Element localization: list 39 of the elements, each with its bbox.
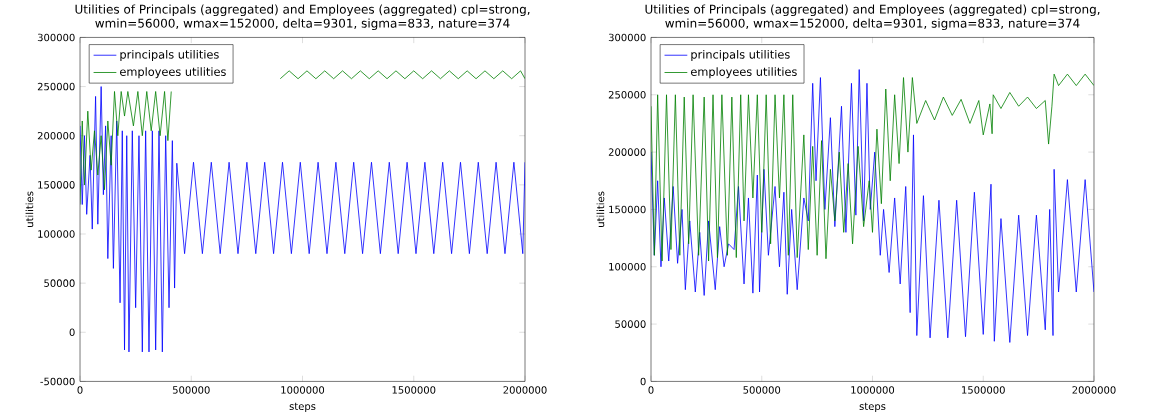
x-tick-label: 2000000 bbox=[503, 385, 547, 394]
y-tick-label: 0 bbox=[69, 328, 75, 336]
x-tick-label: 1500000 bbox=[392, 385, 436, 394]
y-tick-label: 50000 bbox=[44, 279, 75, 287]
y-tick-label: 250000 bbox=[608, 90, 646, 99]
x-tick-label: 500000 bbox=[743, 385, 781, 394]
x-tick-label: 1000000 bbox=[281, 385, 325, 394]
y-tick-label: 200000 bbox=[37, 131, 75, 140]
legend-label: employees utilities bbox=[120, 66, 226, 78]
x-tick-label: 1000000 bbox=[851, 385, 895, 394]
x-axis-title: steps bbox=[289, 402, 316, 412]
legend-label: principals utilities bbox=[120, 49, 219, 61]
x-tick-label: 0 bbox=[648, 385, 654, 394]
y-tick-label: 0 bbox=[640, 377, 646, 386]
y-tick-label: 100000 bbox=[38, 230, 75, 238]
line-series bbox=[651, 68, 1094, 343]
x-tick-label: 1500000 bbox=[962, 385, 1005, 394]
legend-label: employees utilities bbox=[690, 66, 797, 78]
chart-subtitle: wmin=56000, wmax=152000, delta=9301, sigma=833, nature=374 bbox=[95, 18, 510, 30]
x-tick-label: 0 bbox=[77, 385, 83, 394]
chart-subtitle: wmin=56000, wmax=152000, delta=9301, sigma=833, nature=374 bbox=[665, 18, 1080, 30]
y-tick-label: -50000 bbox=[40, 377, 75, 386]
y-tick-label: 50000 bbox=[615, 320, 646, 328]
chart-title: Utilities of Principals (aggregated) and Employees (aggregated) cpl=strong, bbox=[75, 4, 530, 16]
x-tick-label: 500000 bbox=[172, 385, 210, 394]
chart-title: Utilities of Principals (aggregated) and Employees (aggregated) cpl=strong, bbox=[645, 4, 1100, 16]
legend-label: principals utilities bbox=[691, 49, 790, 61]
x-axis-title: steps bbox=[859, 402, 886, 412]
y-tick-label: 150000 bbox=[609, 205, 646, 214]
y-tick-label: 250000 bbox=[37, 82, 75, 91]
y-axis-title: utilities bbox=[25, 191, 34, 227]
y-axis-title: utilities bbox=[596, 191, 605, 227]
y-tick-label: 200000 bbox=[608, 148, 646, 156]
y-tick-label: 100000 bbox=[609, 262, 646, 271]
x-tick-label: 2000000 bbox=[1072, 385, 1116, 394]
y-tick-label: 300000 bbox=[608, 33, 646, 42]
y-tick-label: 150000 bbox=[38, 180, 75, 189]
line-series bbox=[80, 85, 525, 353]
y-tick-label: 300000 bbox=[37, 33, 75, 42]
